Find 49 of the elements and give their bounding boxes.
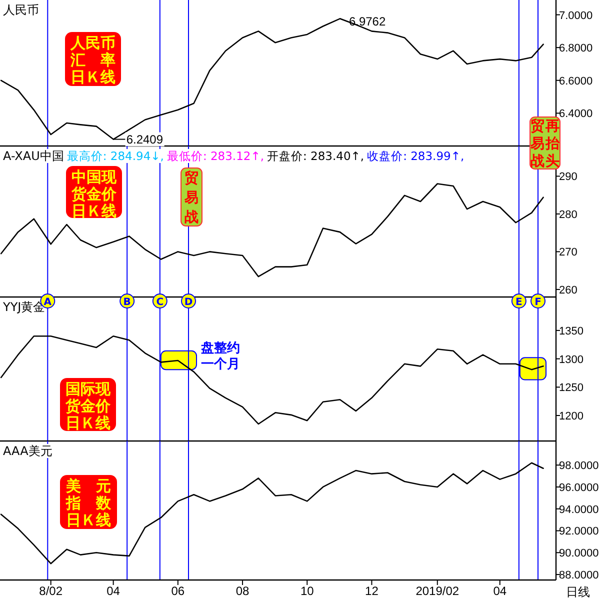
y-tick-label: 1300	[559, 354, 584, 366]
annotation: 美 元指 数日Ｋ线	[65, 477, 112, 529]
y-tick-label: 1250	[559, 382, 584, 394]
text: 贸易战再抬头	[530, 118, 560, 170]
x-tick-label: 8/02	[39, 584, 63, 598]
annotation: 6.9762	[348, 14, 386, 29]
ref-line-label: C	[156, 297, 164, 308]
y-tick-label: 280	[559, 208, 578, 221]
ref-line-label: A	[44, 297, 52, 308]
y-tick-label: 88.0000	[559, 570, 599, 582]
y-tick-label: 94.0000	[559, 504, 599, 516]
annotation: 开盘价: 283.40↑,	[267, 149, 364, 163]
y-tick-label: 270	[559, 246, 578, 259]
x-tick-label: 04	[493, 584, 507, 598]
y-tick-label: 6.4000	[559, 108, 593, 120]
x-tick-label: 06	[171, 584, 185, 598]
ref-line-label: B	[123, 297, 131, 308]
y-tick-label: 96.0000	[559, 482, 599, 494]
ref-line-label: F	[534, 297, 542, 308]
annotation: 国际现货金价日Ｋ线	[64, 380, 112, 432]
chart-title: AAA美元	[3, 444, 52, 458]
text: 日线	[566, 585, 590, 599]
annotation: 最高价: 284.94↓,	[66, 149, 164, 163]
y-tick-label: 6.8000	[559, 42, 593, 55]
annotation: 盘整约一个月	[200, 341, 240, 372]
annotation: 中国现货金价日Ｋ线	[70, 168, 118, 220]
x-tick-label: 2019/02	[416, 584, 460, 598]
x-tick-label: 12	[365, 584, 379, 598]
annotation: 最低价: 283.12↑,	[166, 149, 264, 163]
chart-title: A-XAU中国	[3, 149, 64, 163]
y-tick-label: 1200	[559, 410, 584, 422]
y-tick-label: 290	[559, 171, 578, 184]
x-tick-label: 04	[106, 584, 120, 598]
annotation: 贸易战	[184, 170, 198, 226]
ref-line-label: E	[516, 297, 523, 308]
y-tick-label: 90.0000	[559, 548, 599, 560]
y-tick-label: 92.0000	[559, 526, 599, 538]
y-tick-label: 7.0000	[559, 10, 593, 22]
x-tick-label: 10	[300, 584, 314, 598]
y-tick-label: 1350	[559, 325, 584, 338]
annotation: 6.2409	[126, 132, 164, 146]
x-tick-label: 08	[236, 584, 250, 598]
y-tick-label: 260	[559, 284, 578, 296]
annotation: 收盘价: 283.99↑,	[367, 149, 464, 163]
chart-title: 人民币	[3, 3, 39, 17]
annotation: 人民币汇 率日Ｋ线	[70, 34, 116, 86]
y-tick-label: 98.0000	[559, 460, 599, 472]
y-tick-label: 6.6000	[559, 75, 593, 88]
ref-line-label: D	[184, 297, 193, 308]
